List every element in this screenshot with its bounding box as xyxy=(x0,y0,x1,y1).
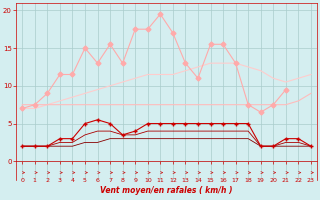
X-axis label: Vent moyen/en rafales ( km/h ): Vent moyen/en rafales ( km/h ) xyxy=(100,186,233,195)
